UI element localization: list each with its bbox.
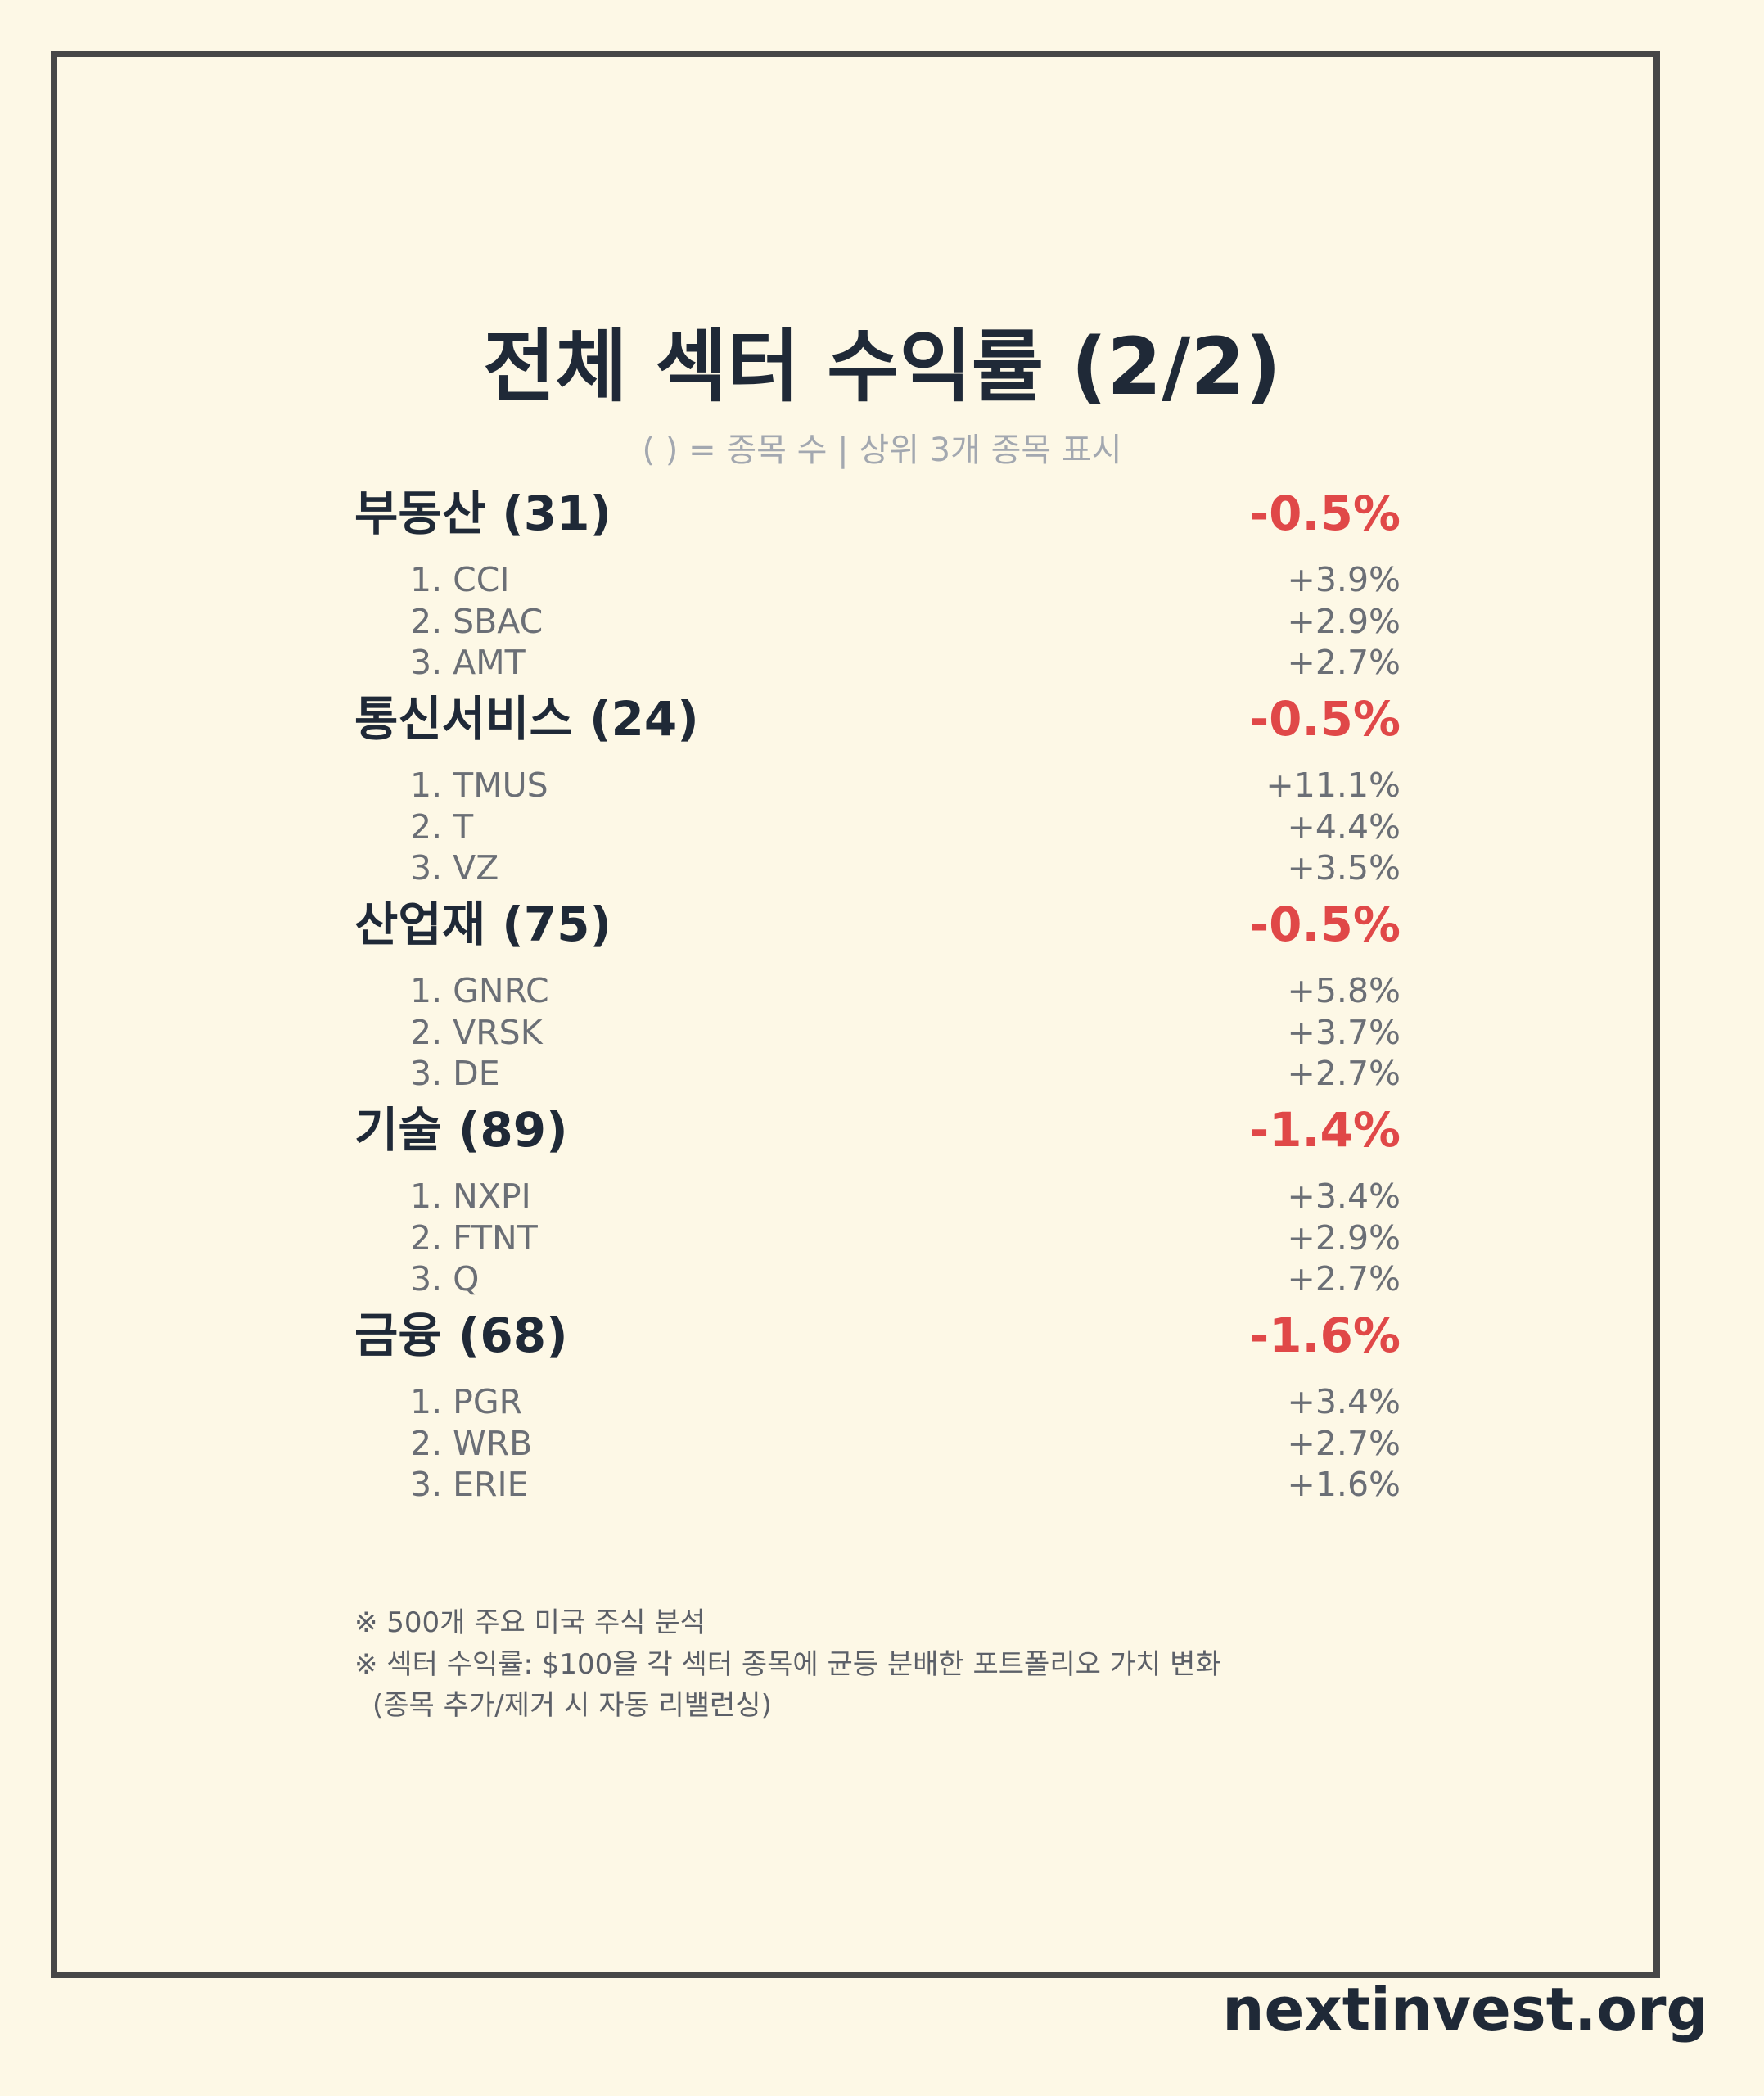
stock-name: 2. SBAC xyxy=(410,601,544,641)
stock-return: +3.7% xyxy=(1287,1012,1401,1052)
stock-return: +5.8% xyxy=(1287,971,1401,1010)
stock-return: +3.9% xyxy=(1287,560,1401,599)
stock-name: 1. CCI xyxy=(410,560,510,599)
stock-name: 3. ERIE xyxy=(410,1465,529,1504)
stock-return: +2.9% xyxy=(1287,601,1401,641)
sector-return: -1.6% xyxy=(1249,1308,1401,1363)
sector-name: 통신서비스 (24) xyxy=(354,691,699,747)
stock-name: 2. WRB xyxy=(410,1423,533,1463)
watermark: nextinvest.org xyxy=(1222,1975,1708,2044)
stock-name: 1. GNRC xyxy=(410,971,549,1010)
stock-name: 2. VRSK xyxy=(410,1012,543,1052)
sector-name: 부동산 (31) xyxy=(354,486,612,541)
stock-return: +2.7% xyxy=(1287,643,1401,682)
frame xyxy=(51,51,1660,1978)
stock-name: 2. T xyxy=(410,806,474,847)
stock-name: 1. TMUS xyxy=(410,766,548,805)
note: ※ 섹터 수익률: $100을 각 섹터 종목에 균등 분배한 포트폴리오 가치… xyxy=(354,1647,1221,1681)
stock-name: 3. VZ xyxy=(410,848,499,888)
stock-name: 1. NXPI xyxy=(410,1177,531,1216)
stock-name: 3. DE xyxy=(410,1054,500,1093)
stock-name: 2. FTNT xyxy=(410,1217,538,1258)
subtitle: ( ) = 종목 수 | 상위 3개 종목 표시 xyxy=(642,431,1122,469)
stock-name: 3. Q xyxy=(410,1259,480,1299)
stock-return: +3.5% xyxy=(1287,848,1401,888)
sector-return: -0.5% xyxy=(1249,486,1401,541)
stock-return: +4.4% xyxy=(1287,806,1401,847)
title: 전체 섹터 수익률 (2/2) xyxy=(483,321,1281,413)
stock-return: +3.4% xyxy=(1287,1177,1401,1216)
stock-return: +3.4% xyxy=(1287,1382,1401,1421)
stock-return: +11.1% xyxy=(1265,766,1401,805)
sector-name: 기술 (89) xyxy=(354,1102,568,1158)
note: (종목 추가/제거 시 자동 리밸런싱) xyxy=(372,1689,772,1722)
stock-return: +2.7% xyxy=(1287,1259,1401,1299)
sector-return: -1.4% xyxy=(1249,1102,1401,1158)
stock-return: +2.9% xyxy=(1287,1217,1401,1258)
stock-return: +1.6% xyxy=(1287,1465,1401,1504)
sector-return: -0.5% xyxy=(1249,897,1401,952)
stock-return: +2.7% xyxy=(1287,1054,1401,1093)
sector-name: 금융 (68) xyxy=(354,1308,568,1363)
note: ※ 500개 주요 미국 주식 분석 xyxy=(354,1606,706,1639)
stock-return: +2.7% xyxy=(1287,1423,1401,1463)
stock-name: 1. PGR xyxy=(410,1382,523,1421)
sector-name: 산업재 (75) xyxy=(354,897,612,952)
sector-return: -0.5% xyxy=(1249,691,1401,747)
stock-name: 3. AMT xyxy=(410,643,526,682)
